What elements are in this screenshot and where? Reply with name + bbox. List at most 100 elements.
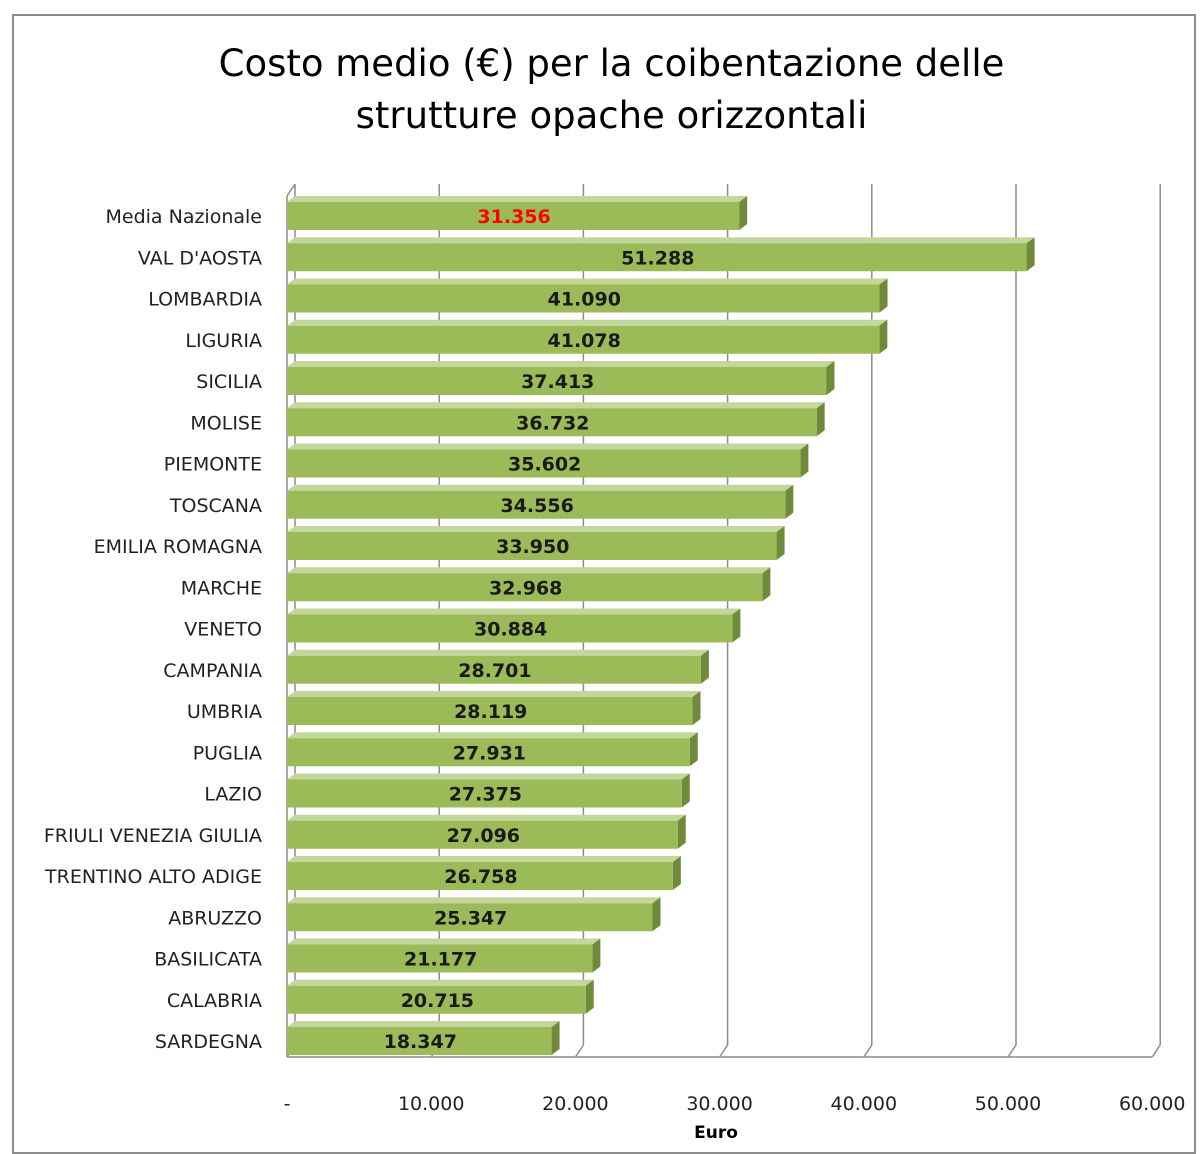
bar bbox=[287, 985, 586, 1014]
bar bbox=[287, 697, 693, 725]
category-label: MARCHE bbox=[181, 577, 262, 599]
category-label: FRIULI VENEZIA GIULIA bbox=[44, 825, 262, 847]
bar bbox=[287, 532, 777, 560]
category-label: LAZIO bbox=[204, 784, 262, 806]
bar-top bbox=[287, 649, 709, 656]
gridline-foot bbox=[718, 1044, 729, 1058]
bar bbox=[287, 779, 682, 808]
bar bbox=[287, 243, 1027, 272]
value-label: 20.715 bbox=[401, 990, 474, 1012]
bar bbox=[287, 655, 701, 684]
bar-side bbox=[551, 1021, 560, 1055]
bar bbox=[287, 614, 733, 643]
value-label: 27.375 bbox=[449, 784, 522, 806]
value-label: 18.347 bbox=[384, 1031, 457, 1053]
value-label: 28.701 bbox=[458, 660, 531, 682]
y-axis-top bbox=[286, 183, 296, 197]
value-label: 21.177 bbox=[404, 949, 477, 971]
tick-label: 10.000 bbox=[398, 1093, 464, 1115]
category-label: SARDEGNA bbox=[155, 1031, 262, 1053]
value-label: 35.602 bbox=[508, 454, 581, 476]
bar-top bbox=[287, 361, 835, 367]
bar-top bbox=[287, 856, 681, 862]
value-label: 34.556 bbox=[500, 495, 573, 517]
category-label: CALABRIA bbox=[167, 990, 262, 1012]
bar-side bbox=[732, 608, 741, 643]
bar-top bbox=[287, 814, 686, 821]
bar-top bbox=[287, 1021, 560, 1027]
bar-top bbox=[287, 526, 785, 532]
category-label: PIEMONTE bbox=[164, 454, 262, 476]
category-label: CAMPANIA bbox=[163, 660, 262, 682]
bar-side bbox=[681, 773, 690, 808]
tick-label: 60.000 bbox=[1119, 1093, 1185, 1115]
bar-side bbox=[677, 814, 686, 849]
value-label: 33.950 bbox=[496, 536, 569, 558]
category-label: LIGURIA bbox=[185, 330, 262, 352]
category-label: UMBRIA bbox=[187, 701, 262, 723]
value-label: 28.119 bbox=[454, 701, 527, 723]
value-label: 31.356 bbox=[477, 206, 550, 228]
value-label: 36.732 bbox=[516, 412, 589, 434]
bar-top bbox=[287, 319, 888, 326]
bar-side bbox=[776, 526, 785, 560]
bar-side bbox=[816, 402, 825, 437]
bar bbox=[287, 325, 880, 354]
bar-side bbox=[879, 278, 888, 313]
category-label: PUGLIA bbox=[193, 742, 262, 764]
bar bbox=[287, 862, 673, 890]
category-label: LOMBARDIA bbox=[148, 289, 262, 311]
bar-top bbox=[287, 567, 771, 574]
value-label: 30.884 bbox=[474, 619, 547, 641]
value-label: 32.968 bbox=[489, 577, 562, 599]
category-label: SICILIA bbox=[196, 371, 262, 393]
value-label: 27.096 bbox=[447, 825, 520, 847]
gridline-foot bbox=[1151, 1044, 1161, 1058]
bar-top bbox=[287, 773, 690, 780]
bar-side bbox=[800, 443, 809, 478]
category-label: MOLISE bbox=[190, 412, 262, 434]
bar-side bbox=[785, 484, 794, 519]
x-axis-label: Euro bbox=[694, 1123, 738, 1143]
tick-label: - bbox=[284, 1093, 291, 1115]
tick-label: 30.000 bbox=[686, 1093, 752, 1115]
bar-top bbox=[287, 443, 809, 450]
bar bbox=[287, 490, 786, 519]
value-label: 27.931 bbox=[453, 742, 526, 764]
category-label: TRENTINO ALTO ADIGE bbox=[44, 866, 262, 888]
bar bbox=[287, 1027, 552, 1055]
tick-label: 50.000 bbox=[975, 1093, 1041, 1115]
bar bbox=[287, 738, 690, 767]
bar-top bbox=[287, 484, 794, 491]
bar-side bbox=[692, 691, 701, 725]
bar-top bbox=[287, 691, 701, 697]
value-label: 26.758 bbox=[444, 866, 517, 888]
bar-side bbox=[689, 732, 698, 767]
value-label: 51.288 bbox=[621, 247, 694, 269]
bar bbox=[287, 449, 801, 478]
bar-side bbox=[762, 567, 771, 602]
value-label: 37.413 bbox=[521, 371, 594, 393]
bar bbox=[287, 408, 817, 437]
bar bbox=[287, 367, 827, 395]
bar-side bbox=[1026, 237, 1035, 272]
category-label: BASILICATA bbox=[154, 949, 262, 971]
category-label: ABRUZZO bbox=[168, 907, 262, 929]
bar-top bbox=[287, 979, 594, 986]
bar bbox=[287, 903, 653, 932]
value-label: 25.347 bbox=[434, 907, 507, 929]
bar-side bbox=[592, 938, 601, 973]
value-label: 41.078 bbox=[548, 330, 621, 352]
bar-top bbox=[287, 608, 741, 615]
bar-side bbox=[739, 196, 748, 230]
bar-top bbox=[287, 196, 748, 202]
bar bbox=[287, 820, 678, 849]
bar-top bbox=[287, 938, 601, 945]
bar-top bbox=[287, 402, 825, 409]
gridline-foot bbox=[863, 1044, 873, 1058]
category-label: Media Nazionale bbox=[106, 206, 263, 228]
bar-side bbox=[672, 856, 681, 890]
category-label: VAL D'AOSTA bbox=[138, 247, 262, 269]
bar-side bbox=[826, 361, 835, 395]
